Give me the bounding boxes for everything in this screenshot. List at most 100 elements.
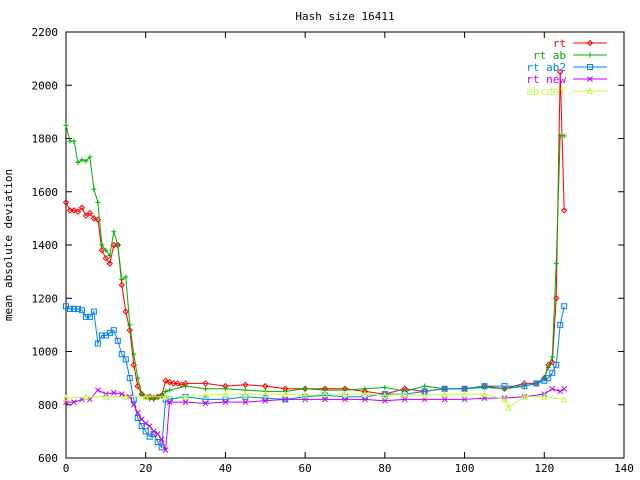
y-tick-label: 1200 xyxy=(32,292,59,305)
data-point xyxy=(202,396,209,403)
data-point xyxy=(182,399,189,405)
data-point xyxy=(203,386,208,392)
data-point xyxy=(74,305,81,312)
data-point xyxy=(341,390,349,398)
data-point xyxy=(561,207,568,214)
legend-label: rt ab2 xyxy=(526,61,566,74)
chart-title: Hash size 16411 xyxy=(295,10,394,23)
x-tick-label: 140 xyxy=(614,462,634,475)
data-point xyxy=(521,383,528,390)
axis-ticks: 0 20 40 60 80 100 120 140 600 800 1000 1200 1400 1600… xyxy=(32,26,634,475)
data-point xyxy=(103,247,109,253)
data-point xyxy=(82,313,89,320)
data-point xyxy=(461,396,468,403)
data-point xyxy=(545,375,552,382)
data-point xyxy=(139,391,145,397)
data-point xyxy=(122,393,130,400)
y-tick-label: 1000 xyxy=(32,346,59,359)
data-point xyxy=(119,277,125,283)
y-tick-label: 800 xyxy=(38,399,58,412)
x-tick-label: 20 xyxy=(139,462,152,475)
series-4 xyxy=(62,390,568,411)
data-point xyxy=(90,215,98,222)
data-point xyxy=(242,399,249,405)
y-tick-label: 2200 xyxy=(32,26,59,39)
data-point xyxy=(130,401,137,408)
data-point xyxy=(362,386,368,392)
data-point xyxy=(79,396,85,403)
data-point xyxy=(421,391,429,399)
data-point xyxy=(381,391,388,398)
data-point xyxy=(134,409,141,416)
y-tick-label: 2000 xyxy=(32,79,59,92)
data-point xyxy=(135,375,141,381)
data-point xyxy=(99,242,105,248)
data-point xyxy=(142,420,149,427)
data-point xyxy=(202,380,209,387)
series-1 xyxy=(63,122,567,402)
data-point xyxy=(63,122,69,128)
data-point xyxy=(441,396,448,403)
data-point xyxy=(62,394,70,402)
data-point xyxy=(261,390,269,398)
data-point xyxy=(98,247,106,254)
data-point xyxy=(441,390,448,398)
data-point xyxy=(111,229,117,235)
data-point xyxy=(122,356,129,363)
data-point xyxy=(126,375,133,382)
y-tick-label: 1600 xyxy=(32,186,59,199)
data-point xyxy=(70,207,78,214)
data-point xyxy=(401,396,408,403)
data-point xyxy=(533,380,540,387)
data-point xyxy=(127,322,133,328)
series-group xyxy=(62,68,568,453)
data-point xyxy=(123,274,129,280)
data-point xyxy=(122,308,129,315)
data-point xyxy=(83,158,89,164)
data-point xyxy=(557,321,564,328)
data-point xyxy=(86,313,93,320)
data-point xyxy=(102,393,110,400)
x-tick-label: 0 xyxy=(63,462,70,475)
data-point xyxy=(561,133,567,139)
y-tick-label: 1800 xyxy=(32,133,59,146)
y-tick-label: 600 xyxy=(38,452,58,465)
data-point xyxy=(79,157,85,163)
legend-marker xyxy=(586,39,594,47)
data-point xyxy=(481,383,488,390)
data-point xyxy=(154,431,161,437)
data-point xyxy=(131,351,137,357)
data-point xyxy=(361,390,369,398)
legend-marker xyxy=(587,52,593,58)
data-point xyxy=(242,390,249,398)
data-point xyxy=(540,393,548,400)
data-point xyxy=(106,260,114,267)
data-point xyxy=(163,388,169,394)
data-point xyxy=(138,423,145,430)
data-point xyxy=(302,386,308,392)
data-point xyxy=(118,281,126,289)
series-line xyxy=(65,125,565,400)
data-point xyxy=(222,399,229,405)
x-tick-label: 40 xyxy=(219,462,232,475)
data-point xyxy=(74,208,82,215)
data-point xyxy=(222,386,228,392)
series-line xyxy=(65,393,565,409)
legend-label: rt xyxy=(553,37,566,50)
data-point xyxy=(78,307,85,314)
data-point xyxy=(501,383,508,390)
data-point xyxy=(557,68,564,76)
data-point xyxy=(422,383,428,389)
data-point xyxy=(102,255,110,262)
data-point xyxy=(66,305,73,312)
data-point xyxy=(553,261,559,267)
data-point xyxy=(281,390,289,398)
data-point xyxy=(98,332,105,339)
data-point xyxy=(557,388,564,395)
data-point xyxy=(142,393,150,400)
data-point xyxy=(158,436,165,443)
data-point xyxy=(301,391,309,399)
data-point xyxy=(182,393,189,400)
data-point xyxy=(142,428,149,435)
